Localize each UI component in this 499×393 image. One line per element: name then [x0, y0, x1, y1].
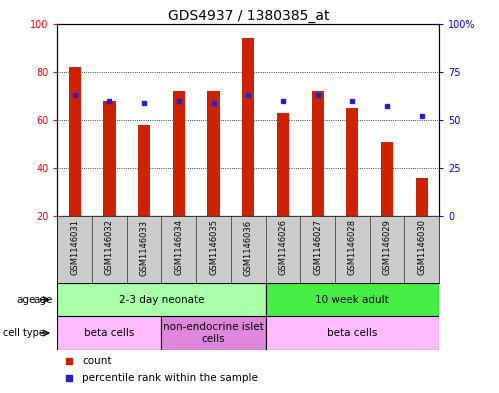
Bar [57, 283, 265, 316]
Bar [265, 283, 439, 316]
Bar [277, 113, 289, 216]
Bar [173, 91, 185, 216]
Bar [265, 316, 439, 350]
Text: age: age [16, 295, 35, 305]
Text: beta cells: beta cells [84, 328, 135, 338]
Bar [162, 316, 265, 350]
Text: GSM1146030: GSM1146030 [417, 219, 426, 275]
Text: cell type: cell type [2, 328, 44, 338]
Text: 10 week adult: 10 week adult [315, 295, 389, 305]
Bar [381, 141, 393, 216]
Text: GSM1146036: GSM1146036 [244, 219, 253, 275]
Bar [416, 178, 428, 216]
Bar [242, 38, 254, 216]
Bar [208, 91, 220, 216]
Text: percentile rank within the sample: percentile rank within the sample [82, 373, 258, 383]
Bar [57, 316, 162, 350]
Text: GSM1146035: GSM1146035 [209, 219, 218, 275]
Bar [69, 67, 81, 216]
Text: GSM1146032: GSM1146032 [105, 219, 114, 275]
Text: 2-3 day neonate: 2-3 day neonate [119, 295, 204, 305]
Text: age: age [33, 295, 52, 305]
Text: GSM1146029: GSM1146029 [383, 219, 392, 275]
Text: non-endocrine islet
cells: non-endocrine islet cells [163, 322, 264, 344]
Title: GDS4937 / 1380385_at: GDS4937 / 1380385_at [168, 9, 329, 22]
Text: GSM1146031: GSM1146031 [70, 219, 79, 275]
Text: count: count [82, 356, 112, 366]
Text: GSM1146033: GSM1146033 [140, 219, 149, 275]
Text: beta cells: beta cells [327, 328, 378, 338]
Bar [311, 91, 324, 216]
Bar [103, 101, 115, 216]
Text: GSM1146034: GSM1146034 [174, 219, 183, 275]
Text: GSM1146026: GSM1146026 [278, 219, 287, 275]
Bar [138, 125, 150, 216]
Text: GSM1146027: GSM1146027 [313, 219, 322, 275]
Text: GSM1146028: GSM1146028 [348, 219, 357, 275]
Bar [346, 108, 358, 216]
